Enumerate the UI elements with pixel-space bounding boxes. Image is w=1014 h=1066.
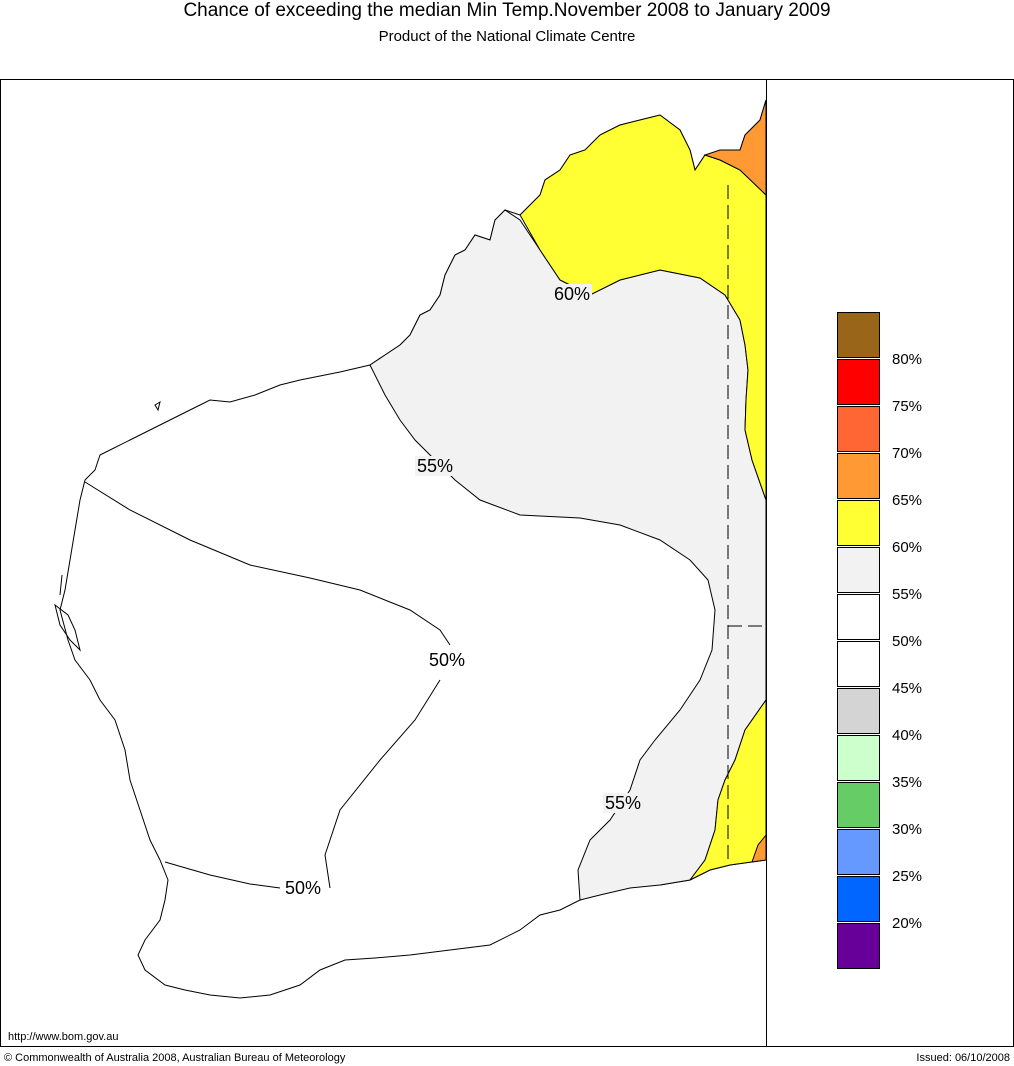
contour-label-50-centre: 50% bbox=[427, 650, 468, 670]
legend-label: 20% bbox=[892, 915, 923, 932]
legend-label: 80% bbox=[892, 351, 923, 368]
legend-swatch bbox=[837, 641, 880, 687]
island-shark-bay bbox=[54, 574, 81, 652]
legend-label: 60% bbox=[892, 539, 923, 556]
contour-line-55-west bbox=[84, 481, 451, 646]
footer-issued-date: Issued: 06/10/2008 bbox=[916, 1052, 1010, 1064]
legend-swatch bbox=[837, 547, 880, 593]
band-65-70-southeast bbox=[751, 833, 767, 863]
contour-line-50-south bbox=[164, 679, 441, 889]
legend-label: 65% bbox=[892, 492, 923, 509]
legend-label: 45% bbox=[892, 680, 923, 697]
contour-label-55-southeast: 55% bbox=[603, 793, 644, 813]
legend-swatch bbox=[837, 782, 880, 828]
legend-label: 55% bbox=[892, 586, 923, 603]
legend-swatch bbox=[837, 453, 880, 499]
band-65-70-north bbox=[703, 99, 767, 197]
legend-swatch bbox=[837, 829, 880, 875]
legend-swatch bbox=[837, 594, 880, 640]
contour-label-55-north: 55% bbox=[415, 456, 456, 476]
map-subtitle: Product of the National Climate Centre bbox=[378, 28, 636, 45]
footer-copyright: © Commonwealth of Australia 2008, Austra… bbox=[4, 1052, 346, 1064]
legend-swatch bbox=[837, 735, 880, 781]
footer-url[interactable]: http://www.bom.gov.au bbox=[8, 1031, 119, 1043]
legend-label: 40% bbox=[892, 727, 923, 744]
legend-label: 50% bbox=[892, 633, 923, 650]
legend-colorbar bbox=[837, 312, 881, 969]
legend-swatch bbox=[837, 688, 880, 734]
legend-swatch bbox=[837, 359, 880, 405]
island-north-west bbox=[154, 400, 161, 412]
legend-label: 35% bbox=[892, 774, 923, 791]
legend-label: 75% bbox=[892, 398, 923, 415]
legend-swatch bbox=[837, 312, 880, 358]
legend-swatch bbox=[837, 923, 880, 969]
legend-swatch bbox=[837, 406, 880, 452]
legend-label: 25% bbox=[892, 868, 923, 885]
legend-label: 70% bbox=[892, 445, 923, 462]
legend-label: 30% bbox=[892, 821, 923, 838]
contour-label-60: 60% bbox=[552, 284, 593, 304]
contour-label-50-south: 50% bbox=[283, 878, 324, 898]
legend-swatch bbox=[837, 876, 880, 922]
legend-swatch bbox=[837, 500, 880, 546]
map-title: Chance of exceeding the median Min Temp.… bbox=[183, 0, 831, 21]
